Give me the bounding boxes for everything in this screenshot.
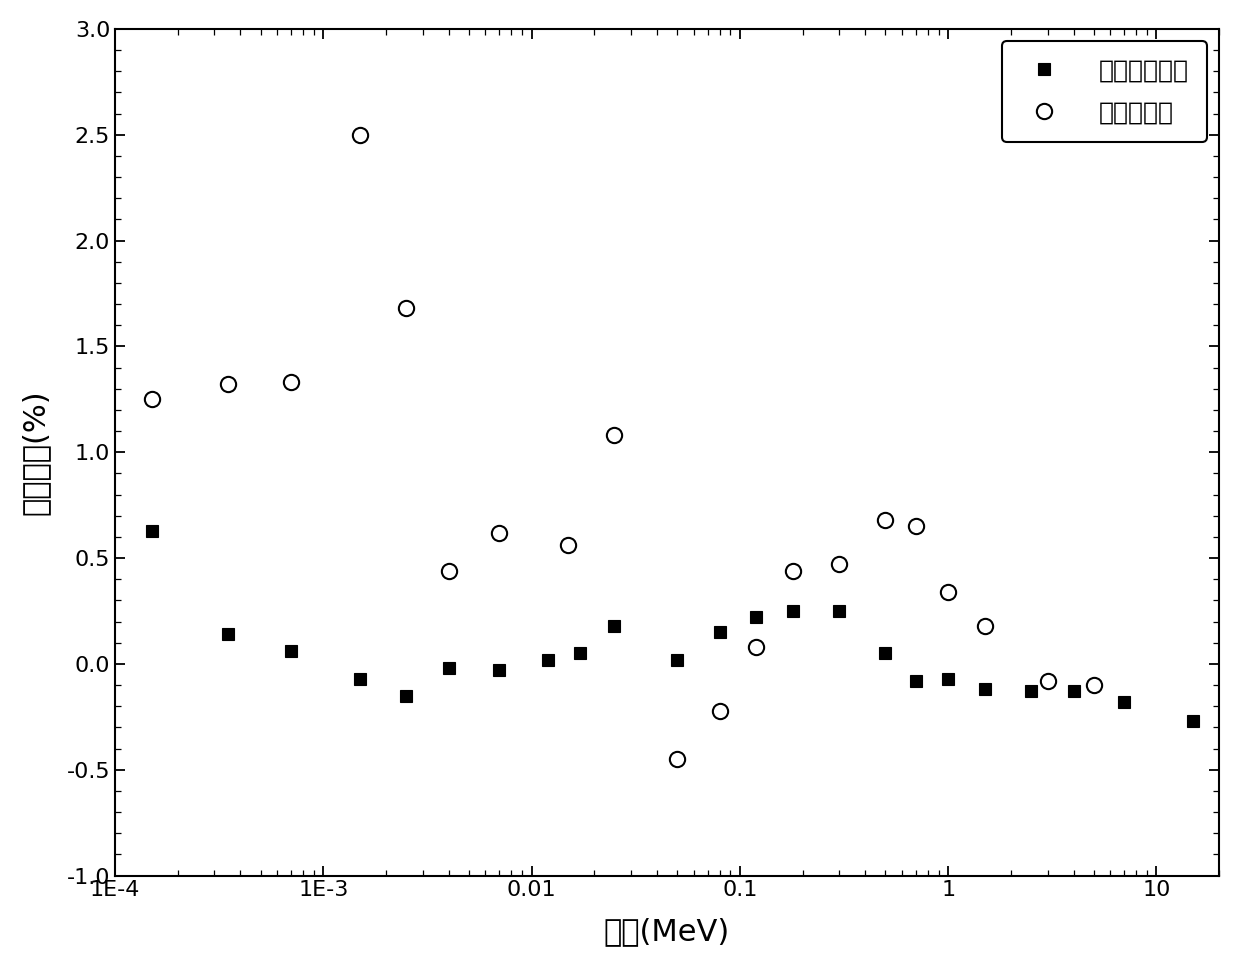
- 混合计算方法: [284, 645, 299, 657]
- 混合计算方法: [909, 675, 924, 687]
- 确定论方法: [608, 429, 622, 441]
- 确定论方法: [399, 303, 414, 314]
- 混合计算方法: [1117, 696, 1132, 708]
- 混合计算方法: [572, 648, 587, 659]
- Line: 确定论方法: 确定论方法: [144, 127, 1101, 767]
- 确定论方法: [941, 586, 956, 598]
- Legend: 混合计算方法, 确定论方法: 混合计算方法, 确定论方法: [1002, 42, 1207, 142]
- 混合计算方法: [832, 605, 847, 617]
- 确定论方法: [1086, 679, 1101, 690]
- 混合计算方法: [352, 673, 367, 685]
- 确定论方法: [492, 527, 507, 539]
- Y-axis label: 相对误差(%): 相对误差(%): [21, 390, 50, 515]
- 确定论方法: [909, 520, 924, 532]
- 混合计算方法: [712, 627, 727, 638]
- 混合计算方法: [1023, 686, 1038, 697]
- 确定论方法: [1040, 675, 1055, 687]
- 混合计算方法: [941, 673, 956, 685]
- 混合计算方法: [541, 654, 556, 665]
- 混合计算方法: [492, 664, 507, 676]
- X-axis label: 能量(MeV): 能量(MeV): [604, 917, 730, 946]
- 确定论方法: [144, 394, 159, 405]
- 确定论方法: [878, 514, 893, 526]
- 确定论方法: [352, 129, 367, 140]
- 确定论方法: [832, 559, 847, 571]
- 混合计算方法: [441, 662, 456, 674]
- 混合计算方法: [144, 525, 159, 537]
- 混合计算方法: [749, 611, 764, 623]
- 混合计算方法: [977, 684, 992, 695]
- 确定论方法: [786, 565, 801, 576]
- 混合计算方法: [608, 620, 622, 631]
- 确定论方法: [670, 753, 684, 765]
- 确定论方法: [221, 379, 236, 391]
- 混合计算方法: [399, 689, 414, 701]
- 确定论方法: [712, 705, 727, 717]
- 确定论方法: [284, 376, 299, 388]
- 混合计算方法: [1066, 686, 1081, 697]
- 确定论方法: [441, 565, 456, 576]
- 混合计算方法: [786, 605, 801, 617]
- 确定论方法: [749, 641, 764, 653]
- 确定论方法: [977, 620, 992, 631]
- Line: 混合计算方法: 混合计算方法: [145, 524, 1199, 727]
- 混合计算方法: [1185, 716, 1200, 727]
- 混合计算方法: [878, 648, 893, 659]
- 混合计算方法: [670, 654, 684, 665]
- 混合计算方法: [221, 629, 236, 640]
- 确定论方法: [560, 540, 575, 551]
